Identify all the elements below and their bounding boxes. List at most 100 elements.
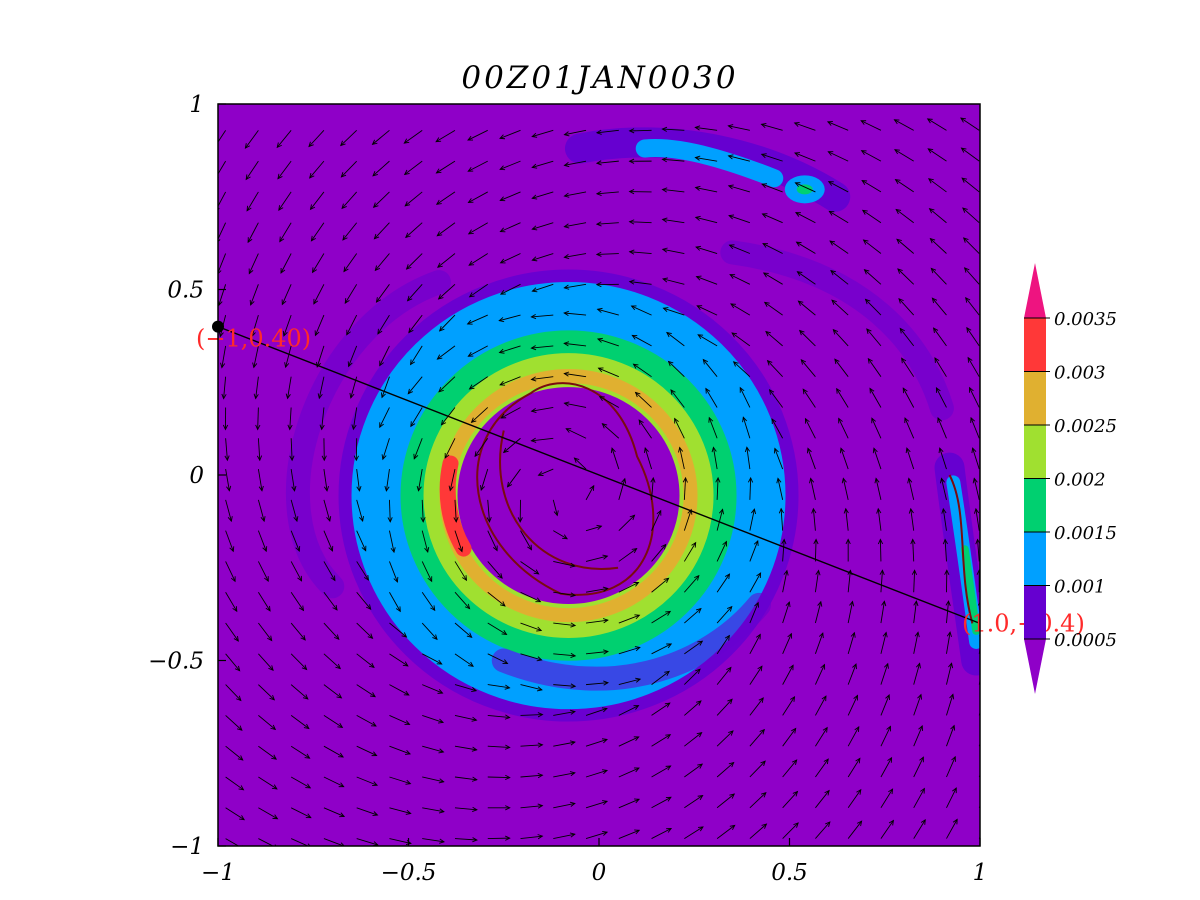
wind-vector bbox=[598, 396, 620, 408]
wind-vector bbox=[356, 776, 379, 787]
wind-vector bbox=[963, 267, 980, 285]
wind-vector bbox=[749, 791, 767, 809]
wind-vector bbox=[436, 222, 456, 237]
wind-vector bbox=[782, 696, 796, 716]
wind-vector bbox=[290, 591, 305, 612]
wind-vector bbox=[836, 387, 849, 408]
wind-vector bbox=[454, 622, 473, 638]
wind-vector bbox=[279, 222, 292, 243]
colorbar-tick-label: 0.003 bbox=[1054, 363, 1106, 384]
wind-vector bbox=[553, 561, 576, 568]
wind-vector bbox=[487, 591, 506, 607]
wind-vector bbox=[356, 807, 379, 817]
wind-vector bbox=[872, 447, 882, 470]
wind-vector bbox=[829, 240, 849, 254]
upper-patch-core bbox=[796, 184, 813, 195]
wind-vector bbox=[731, 332, 751, 347]
colorbar-extend-min bbox=[1024, 639, 1046, 694]
wind-vector bbox=[974, 507, 980, 531]
wind-vector bbox=[749, 601, 759, 624]
wind-vector bbox=[838, 417, 849, 439]
wind-vector bbox=[585, 484, 595, 501]
wind-vector bbox=[798, 329, 816, 347]
wind-vector bbox=[880, 756, 893, 778]
contour-line bbox=[948, 474, 974, 624]
wind-vector bbox=[486, 499, 492, 523]
wind-vector bbox=[967, 356, 980, 377]
wind-vector bbox=[739, 386, 751, 408]
wind-vector bbox=[880, 600, 887, 624]
wind-vector bbox=[553, 591, 577, 598]
wind-vector bbox=[832, 328, 849, 347]
wind-vector bbox=[880, 819, 895, 839]
wind-vector bbox=[247, 222, 259, 244]
wind-vector bbox=[716, 793, 736, 809]
wind-vector bbox=[563, 401, 587, 408]
wind-vector bbox=[727, 154, 750, 162]
wind-vector bbox=[618, 677, 642, 686]
plot-area: (−1,0.40) (1.0,−0.4) bbox=[196, 103, 1085, 847]
wind-vector bbox=[814, 663, 826, 685]
wind-vector bbox=[941, 507, 947, 531]
wind-vector bbox=[225, 530, 235, 553]
wind-vector bbox=[695, 245, 718, 254]
wind-vector bbox=[389, 561, 399, 583]
x-tick-label: 0 bbox=[592, 860, 607, 886]
wind-vector bbox=[847, 820, 863, 839]
wind-vector bbox=[454, 714, 478, 722]
wind-vector bbox=[782, 822, 799, 839]
x-tick-label: 1 bbox=[973, 860, 988, 886]
wind-vector bbox=[372, 191, 390, 208]
wind-vector bbox=[946, 755, 956, 778]
wind-vector bbox=[323, 838, 345, 846]
wind-vector bbox=[684, 763, 704, 778]
wind-vector bbox=[500, 407, 521, 419]
wind-vector bbox=[435, 191, 456, 205]
wind-vector bbox=[809, 477, 816, 500]
wind-vector bbox=[499, 376, 521, 386]
wind-vector bbox=[253, 376, 259, 400]
wind-vector bbox=[258, 684, 276, 701]
vortex-eye bbox=[486, 415, 651, 580]
wind-vector bbox=[930, 267, 947, 285]
wind-vector bbox=[520, 653, 543, 662]
wind-vector bbox=[946, 724, 956, 747]
wind-vector bbox=[946, 693, 955, 716]
wind-vector bbox=[563, 160, 587, 168]
wind-vector bbox=[290, 530, 301, 553]
wind-vector bbox=[871, 417, 882, 439]
wind-vector bbox=[902, 387, 915, 408]
wind-vector bbox=[585, 769, 609, 778]
wind-vector bbox=[927, 148, 947, 162]
wind-vector bbox=[389, 807, 412, 815]
wind-vector bbox=[651, 509, 662, 531]
wind-vector bbox=[926, 118, 947, 131]
wind-vector bbox=[651, 734, 672, 747]
wind-vector bbox=[874, 477, 882, 500]
wind-vector bbox=[975, 538, 980, 562]
wind-vector bbox=[730, 303, 751, 316]
wind-vector bbox=[702, 358, 718, 377]
wind-vector bbox=[276, 130, 292, 149]
wind-vector bbox=[520, 622, 543, 632]
wind-vector bbox=[553, 530, 568, 540]
wind-vector bbox=[384, 469, 390, 492]
wind-vector bbox=[356, 530, 367, 552]
wind-vector bbox=[290, 561, 303, 582]
wind-vector bbox=[618, 829, 641, 839]
wind-vector bbox=[258, 776, 278, 790]
wind-vector bbox=[913, 631, 920, 654]
wind-vector bbox=[830, 269, 849, 285]
wind-vector bbox=[944, 569, 950, 593]
wind-vector bbox=[416, 468, 423, 492]
wind-vector bbox=[323, 499, 332, 523]
wind-vector bbox=[962, 207, 980, 224]
wind-vector bbox=[966, 326, 980, 347]
wind-vector bbox=[632, 363, 652, 378]
wind-vector bbox=[225, 468, 232, 492]
wind-vector bbox=[643, 447, 653, 470]
wind-vector bbox=[280, 253, 292, 274]
wind-vector bbox=[705, 387, 718, 408]
wind-vector bbox=[965, 296, 980, 316]
wind-vector bbox=[839, 447, 849, 470]
